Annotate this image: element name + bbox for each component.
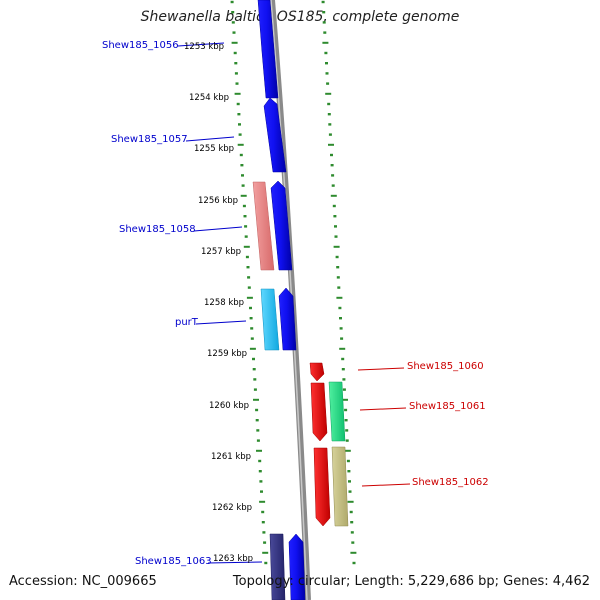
gene-shew185-1062[interactable]	[331, 446, 349, 527]
gene-shew185-1058[interactable]	[252, 181, 275, 271]
genome-title: Shewanella baltica OS185, complete genom…	[140, 9, 460, 25]
ruler-label-1261: 1261 kbp	[211, 452, 252, 462]
ruler-label-1260: 1260 kbp	[209, 401, 250, 411]
leader-line-shew185-1063	[207, 561, 263, 564]
genome-summary-text: Topology: circular; Length: 5,229,686 bp…	[232, 574, 590, 589]
gene-label-shew185-1058[interactable]: Shew185_1058	[119, 224, 196, 235]
leader-line-shew185-1056	[177, 42, 225, 47]
gene-shew185-1063[interactable]	[269, 533, 286, 600]
gene-purT[interactable]	[260, 288, 280, 351]
ruler-label-1259: 1259 kbp	[207, 349, 248, 359]
gene-shew185-1062-red[interactable]	[313, 447, 331, 527]
gene-shew185-1061[interactable]	[328, 381, 346, 442]
ruler-outer-ticks	[321, 0, 357, 565]
gene-blue-bottom[interactable]	[288, 533, 306, 600]
gene-blue-upper[interactable]	[270, 180, 293, 271]
leader-line-shew185-1062	[361, 483, 411, 487]
leader-line-purT	[195, 320, 247, 325]
gene-label-shew185-1057[interactable]: Shew185_1057	[111, 134, 188, 145]
gene-label-shew185-1060[interactable]: Shew185_1060	[407, 361, 484, 372]
gene-shew185-1061-red[interactable]	[310, 382, 328, 442]
leader-line-shew185-1057	[185, 136, 235, 142]
ruler-label-1258: 1258 kbp	[204, 298, 245, 308]
gene-label-shew185-1056[interactable]: Shew185_1056	[102, 40, 179, 51]
ruler-label-1254: 1254 kbp	[189, 93, 230, 103]
leader-line-shew185-1058	[193, 226, 243, 232]
gene-label-shew185-1062[interactable]: Shew185_1062	[412, 477, 489, 488]
ruler-inner-ticks	[230, 0, 269, 565]
genome-backbone-highlight	[270, 0, 308, 600]
ruler-label-1255: 1255 kbp	[194, 144, 235, 154]
leader-line-shew185-1061	[359, 407, 407, 411]
gene-label-shew185-1063[interactable]: Shew185_1063	[135, 556, 212, 567]
ruler-label-1262: 1262 kbp	[212, 503, 253, 513]
accession-text: Accession: NC_009665	[9, 574, 157, 589]
ruler-label-1257: 1257 kbp	[201, 247, 242, 257]
genome-backbone	[269, 0, 311, 600]
ruler-label-1253: 1253 kbp	[184, 42, 225, 52]
gene-shew185-1060[interactable]	[309, 362, 325, 382]
gene-label-shew185-1061[interactable]: Shew185_1061	[409, 401, 486, 412]
leader-line-shew185-1060	[357, 367, 405, 371]
gene-shew185-1057[interactable]	[263, 97, 287, 173]
ruler-label-1263: 1263 kbp	[213, 554, 254, 564]
gene-label-purT[interactable]: purT	[175, 317, 198, 328]
ruler-label-1256: 1256 kbp	[198, 196, 239, 206]
gene-shew185-1056[interactable]	[257, 0, 279, 99]
gene-blue-mid[interactable]	[278, 287, 297, 351]
